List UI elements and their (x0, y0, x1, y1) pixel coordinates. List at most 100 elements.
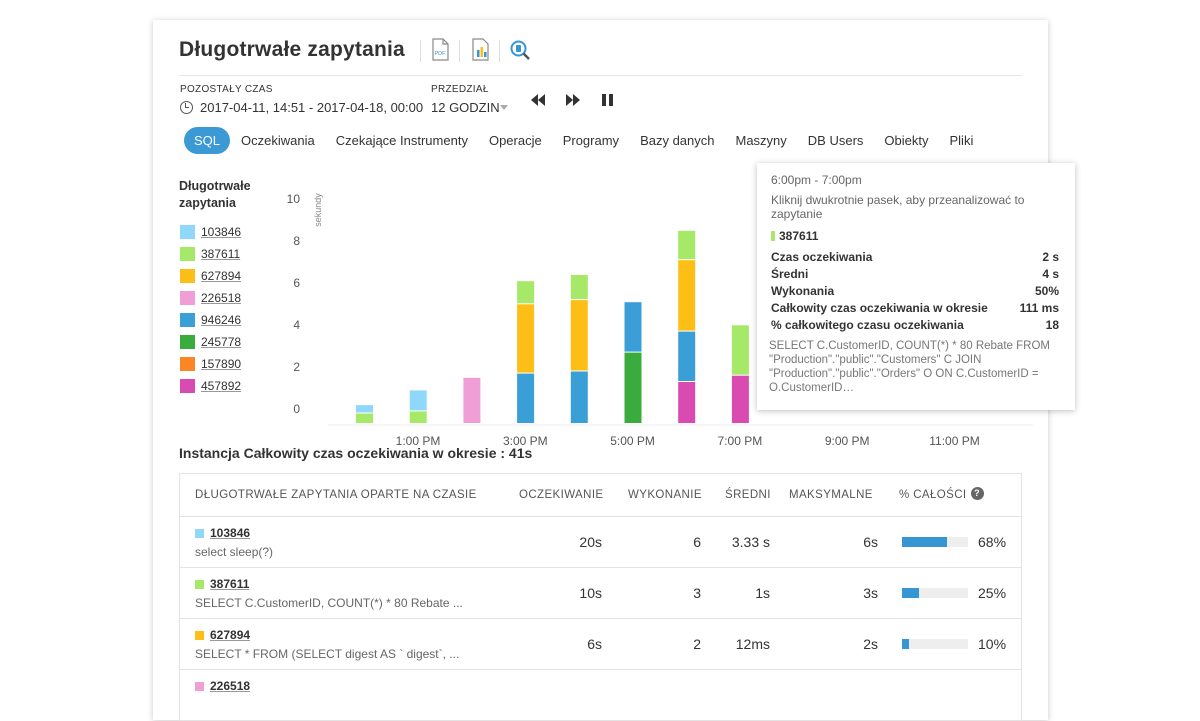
query-id-link[interactable]: 226518 (210, 679, 251, 693)
legend-label[interactable]: 457892 (201, 379, 242, 393)
legend-label[interactable]: 103846 (201, 225, 242, 239)
x-tick-label: 5:00 PM (610, 434, 655, 448)
bar-segment[interactable] (517, 281, 535, 304)
legend-item[interactable]: 103846 (180, 221, 241, 243)
pause-icon[interactable] (601, 92, 615, 113)
legend-label[interactable]: 387611 (201, 247, 241, 261)
cell-avg: 3.33 s (731, 534, 770, 550)
chart-tooltip: 6:00pm - 7:00pm Kliknij dwukrotnie pasek… (757, 163, 1075, 410)
query-sql: SELECT * FROM (SELECT digest AS ` digest… (195, 647, 460, 661)
tab-objects[interactable]: Obiekty (884, 133, 929, 148)
tooltip-row: Całkowity czas oczekiwania w okresie 111 … (771, 301, 1059, 315)
tooltip-query-id: 387611 (771, 229, 818, 243)
bar-segment[interactable] (678, 382, 696, 423)
tooltip-row: Średni 4 s (771, 267, 1059, 281)
instance-total-wait: Instancja Całkowity czas oczekiwania w o… (179, 445, 533, 461)
tab-machines[interactable]: Maszyny (735, 133, 787, 148)
bar-segment[interactable] (570, 371, 588, 424)
col-wait[interactable]: OCZEKIWANIE (519, 489, 604, 501)
legend-label[interactable]: 157890 (201, 357, 242, 371)
cell-avg: 12ms (735, 636, 770, 652)
table-body: 103846 select sleep(?) 20s 6 3.33 s 6s 68% 3876… (180, 517, 1021, 721)
legend-swatch (180, 225, 195, 239)
tooltip-time: 6:00pm - 7:00pm (771, 173, 862, 187)
legend-item[interactable]: 157890 (180, 353, 241, 375)
col-query[interactable]: DŁUGOTRWAŁE ZAPYTANIA OPARTE NA CZASIE (195, 489, 477, 501)
legend-label[interactable]: 627894 (201, 269, 242, 283)
rewind-icon[interactable] (529, 92, 547, 113)
fast-forward-icon[interactable] (564, 92, 582, 113)
legend-label[interactable]: 245778 (201, 335, 242, 349)
bar-segment[interactable] (624, 302, 642, 352)
chevron-down-icon[interactable] (500, 105, 508, 110)
query-id-link[interactable]: 103846 (210, 526, 251, 540)
query-id-link[interactable]: 387611 (210, 577, 250, 591)
tab-waiting-instruments[interactable]: Czekające Instrumenty (335, 133, 468, 148)
legend-title: Długotrwałe zapytania (179, 179, 251, 210)
tab-programs[interactable]: Programy (562, 133, 620, 148)
time-range-value[interactable]: 2017-04-11, 14:51 - 2017-04-18, 00:00 (200, 100, 424, 115)
bar-segment[interactable] (570, 274, 588, 300)
search-zoom-icon[interactable] (509, 38, 531, 62)
legend-item[interactable]: 946246 (180, 309, 241, 331)
bar-segment[interactable] (570, 300, 588, 371)
legend-swatch (180, 269, 195, 283)
cell-wait: 6s (587, 636, 602, 652)
bar-segment[interactable] (517, 304, 535, 373)
cell-exec: 2 (693, 636, 701, 652)
y-axis-label: sekundy (313, 193, 323, 227)
interval-select[interactable]: 12 GODZIN (431, 100, 500, 115)
col-exec[interactable]: WYKONANIE (628, 489, 702, 501)
bar-segment[interactable] (409, 390, 427, 411)
tooltip-row: Czas oczekiwania 2 s (771, 250, 1059, 264)
query-id: 627894 (195, 628, 250, 642)
table-row[interactable]: 103846 select sleep(?) 20s 6 3.33 s 6s 68% (180, 517, 1021, 568)
bar-segment[interactable] (731, 325, 749, 375)
legend-item[interactable]: 627894 (180, 265, 241, 287)
bar-segment[interactable] (517, 373, 535, 423)
col-avg[interactable]: ŚREDNI (725, 489, 771, 501)
table-row[interactable]: 627894 SELECT * FROM (SELECT digest AS ` … (180, 619, 1021, 670)
bar-segment[interactable] (731, 375, 749, 423)
tab-db-users[interactable]: DB Users (807, 133, 864, 148)
x-tick-label: 1:00 PM (396, 434, 441, 448)
bar-segment[interactable] (409, 411, 427, 423)
legend-item[interactable]: 245778 (180, 331, 241, 353)
help-icon[interactable]: ? (970, 487, 984, 501)
bar-segment[interactable] (624, 352, 642, 423)
report-icon[interactable] (470, 38, 492, 62)
col-max[interactable]: MAKSYMALNE (789, 489, 873, 501)
bar-segment[interactable] (356, 413, 373, 424)
pdf-icon[interactable]: PDF (430, 38, 452, 62)
bar-segment[interactable] (463, 377, 481, 423)
legend-item[interactable]: 387611 (180, 243, 241, 265)
table-row[interactable]: 226518 (180, 670, 1021, 721)
cell-max: 3s (863, 585, 878, 601)
bar-segment[interactable] (678, 230, 696, 260)
table-row[interactable]: 387611 SELECT C.CustomerID, COUNT(*) * 80… (180, 568, 1021, 619)
query-id-link[interactable]: 627894 (210, 628, 251, 642)
clock-icon (180, 101, 193, 114)
legend-swatch (180, 379, 195, 393)
cell-pct: 68% (978, 534, 1007, 550)
legend-item[interactable]: 457892 (180, 375, 241, 397)
legend-item[interactable]: 226518 (180, 287, 241, 309)
table-header: DŁUGOTRWAŁE ZAPYTANIA OPARTE NA CZASIE O… (180, 474, 1021, 517)
bar-segment[interactable] (678, 260, 696, 331)
bar-segment[interactable] (678, 331, 696, 381)
series-color-square (195, 528, 204, 538)
tab-waits[interactable]: Oczekiwania (241, 133, 315, 148)
y-tick-label: 8 (293, 234, 300, 248)
tab-sql[interactable]: SQL (184, 127, 231, 154)
cell-pct: 10% (978, 636, 1007, 652)
tab-operations[interactable]: Operacje (488, 133, 542, 148)
legend-label[interactable]: 946246 (201, 313, 242, 327)
tab-files[interactable]: Pliki (949, 133, 974, 148)
tab-databases[interactable]: Bazy danych (640, 133, 715, 148)
cell-wait: 20s (579, 534, 602, 550)
col-pct[interactable]: % CAŁOŚCI? (899, 474, 984, 517)
svg-text:PDF: PDF (435, 51, 447, 57)
bar-segment[interactable] (356, 405, 373, 413)
legend-label[interactable]: 226518 (201, 291, 242, 305)
series-color-square (195, 630, 204, 640)
